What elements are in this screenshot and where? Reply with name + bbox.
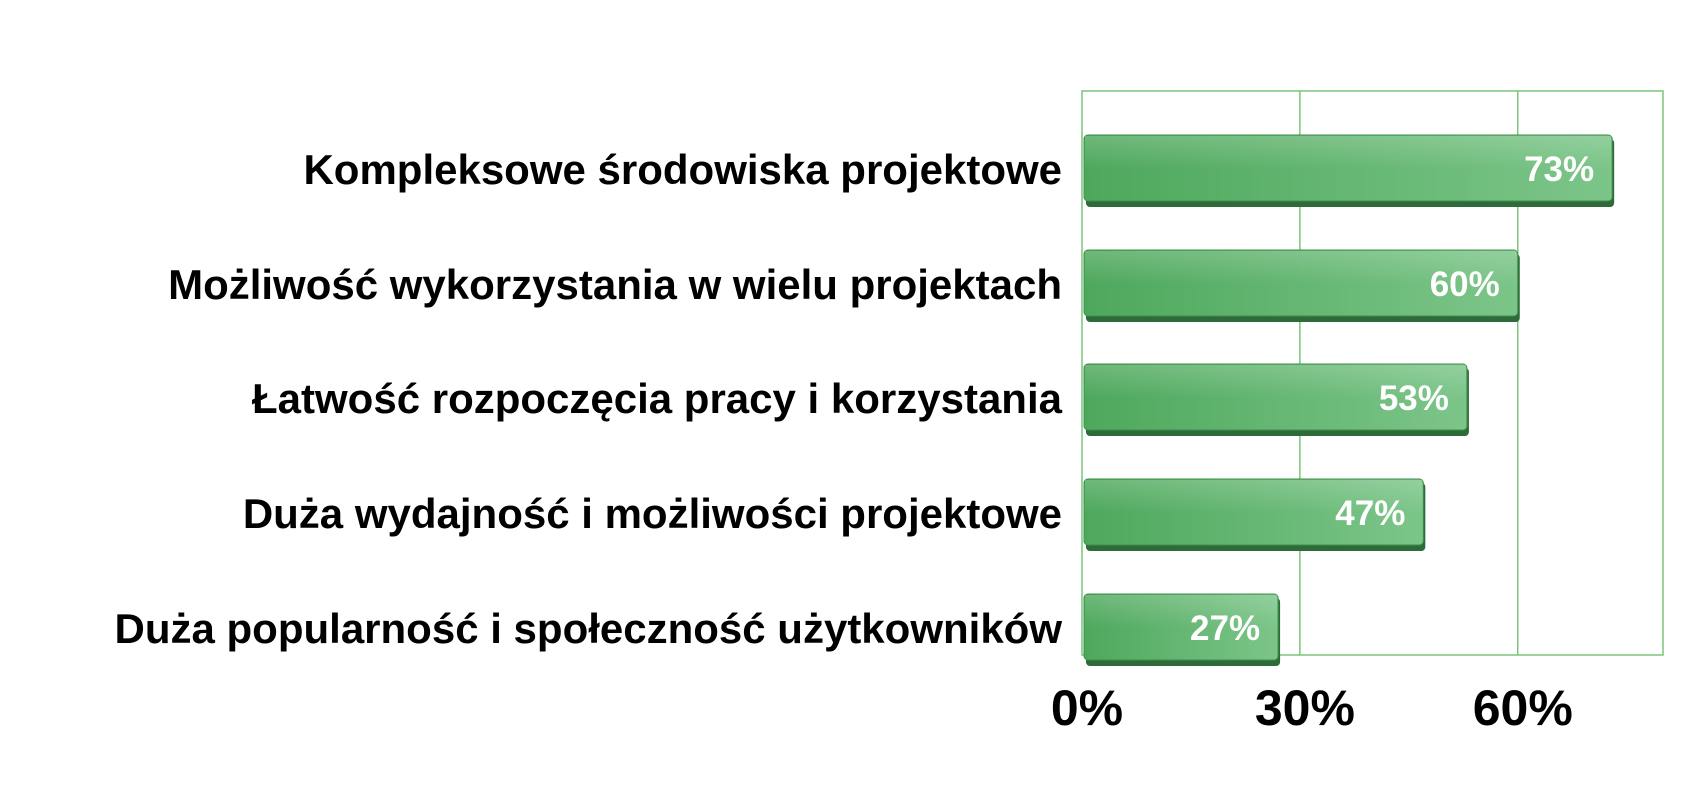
data-label: 47% <box>1335 494 1405 533</box>
bar-highlight <box>1085 365 1466 398</box>
bar-group: 73% <box>1083 134 1615 207</box>
x-tick-label: 30% <box>1255 680 1355 736</box>
category-label: Łatwość rozpoczęcia pracy i korzystania <box>252 375 1063 422</box>
bar-highlight <box>1085 480 1423 513</box>
data-label: 60% <box>1430 265 1500 304</box>
data-label: 53% <box>1379 379 1449 418</box>
data-label: 27% <box>1190 609 1260 648</box>
category-label: Duża wydajność i możliwości projektowe <box>243 490 1062 537</box>
category-label: Możliwość wykorzystania w wielu projekta… <box>168 261 1062 308</box>
plot-frame <box>1081 90 1664 656</box>
bar-group: 53% <box>1083 363 1469 436</box>
bar-highlight <box>1085 595 1278 628</box>
bar-highlight <box>1085 136 1612 169</box>
category-labels: Kompleksowe środowiska projektowe Możliwo… <box>115 146 1063 652</box>
x-tick-label: 60% <box>1473 680 1573 736</box>
x-axis-tick-labels: 0% 30% 60% <box>1051 680 1573 736</box>
x-tick-label: 0% <box>1051 680 1123 736</box>
category-label: Duża popularność i społeczność użytkowni… <box>115 605 1063 652</box>
bar-group: 27% <box>1083 593 1281 666</box>
bar-group: 47% <box>1083 478 1426 551</box>
bar-highlight <box>1085 251 1517 284</box>
data-label: 73% <box>1524 150 1594 189</box>
bar-group: 60% <box>1083 249 1520 322</box>
bars-group: 73% 60% 53% 47% 27% <box>1083 134 1615 666</box>
category-label: Kompleksowe środowiska projektowe <box>303 146 1062 193</box>
